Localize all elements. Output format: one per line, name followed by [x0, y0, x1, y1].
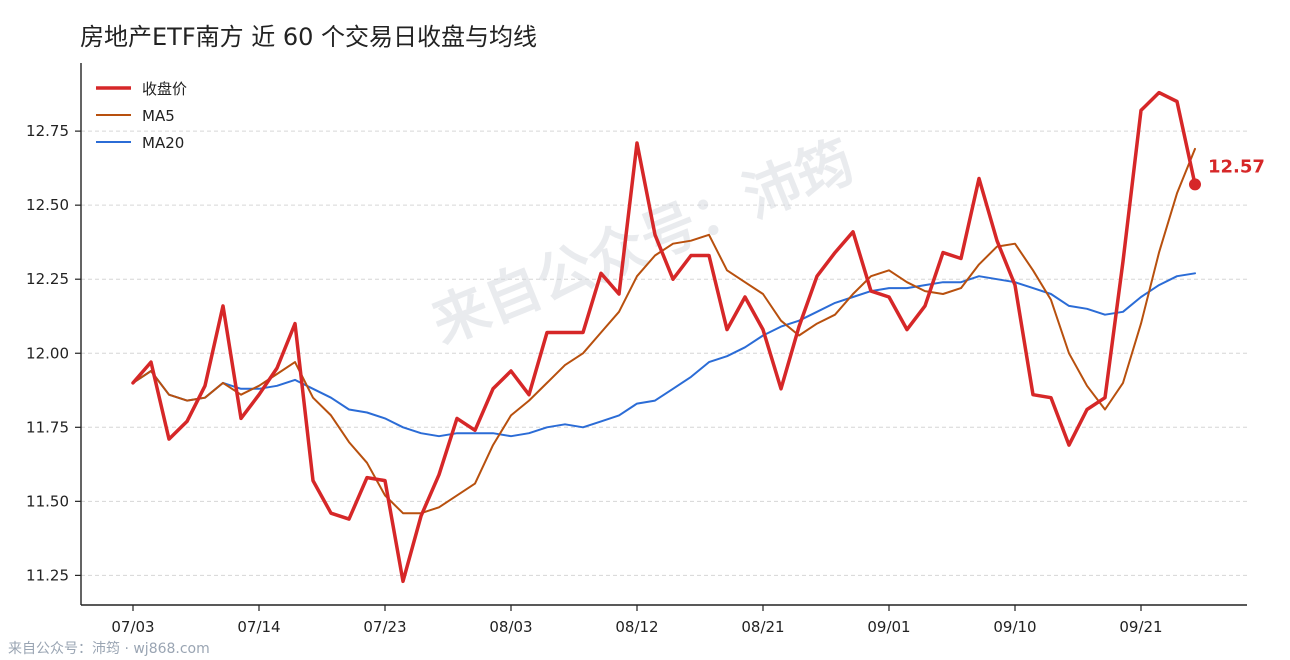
x-tick-label: 09/01 [867, 618, 910, 636]
series-line-close [131, 90, 1197, 584]
x-tick-label: 09/21 [1119, 618, 1162, 636]
last-close-label: 12.57 [1208, 156, 1265, 177]
watermark-text: 来自公众号：沛筠 [423, 129, 863, 357]
series-line-ma5 [132, 147, 1196, 515]
gridlines [81, 130, 1247, 576]
x-tick-label: 07/23 [363, 618, 406, 636]
series-layer: 12.57 [131, 90, 1265, 584]
x-tick-label: 07/14 [237, 618, 280, 636]
y-tick-label: 12.50 [26, 196, 69, 214]
x-tick-label: 08/12 [615, 618, 658, 636]
x-tick-label: 07/03 [111, 618, 154, 636]
legend-label-ma20: MA20 [142, 134, 184, 152]
y-tick-label: 11.75 [26, 418, 69, 436]
legend-label-ma5: MA5 [142, 107, 175, 125]
x-tick-label: 08/03 [489, 618, 532, 636]
legend-label-close: 收盘价 [142, 80, 187, 98]
y-tick-label: 12.75 [26, 122, 69, 140]
legend: 收盘价 MA5 MA20 [96, 80, 187, 152]
y-tick-label: 12.00 [26, 344, 69, 362]
x-axis-ticks: 07/03 07/14 07/23 08/03 08/12 08/21 09/01 09/10… [111, 605, 1163, 636]
x-tick-label: 09/10 [993, 618, 1036, 636]
chart-title: 房地产ETF南方 近 60 个交易日收盘与均线 [80, 23, 537, 51]
y-tick-label: 12.25 [26, 270, 69, 288]
y-tick-label: 11.50 [26, 492, 69, 510]
footer-credit: 来自公众号：沛筠 · wj868.com [8, 640, 210, 657]
y-axis-ticks: 11.25 11.50 11.75 12.00 12.25 12.50 12.75 [26, 122, 81, 584]
y-tick-label: 11.25 [26, 566, 69, 584]
x-tick-label: 08/21 [741, 618, 784, 636]
series-line-ma20 [132, 272, 1196, 438]
last-close-marker [1189, 178, 1201, 191]
